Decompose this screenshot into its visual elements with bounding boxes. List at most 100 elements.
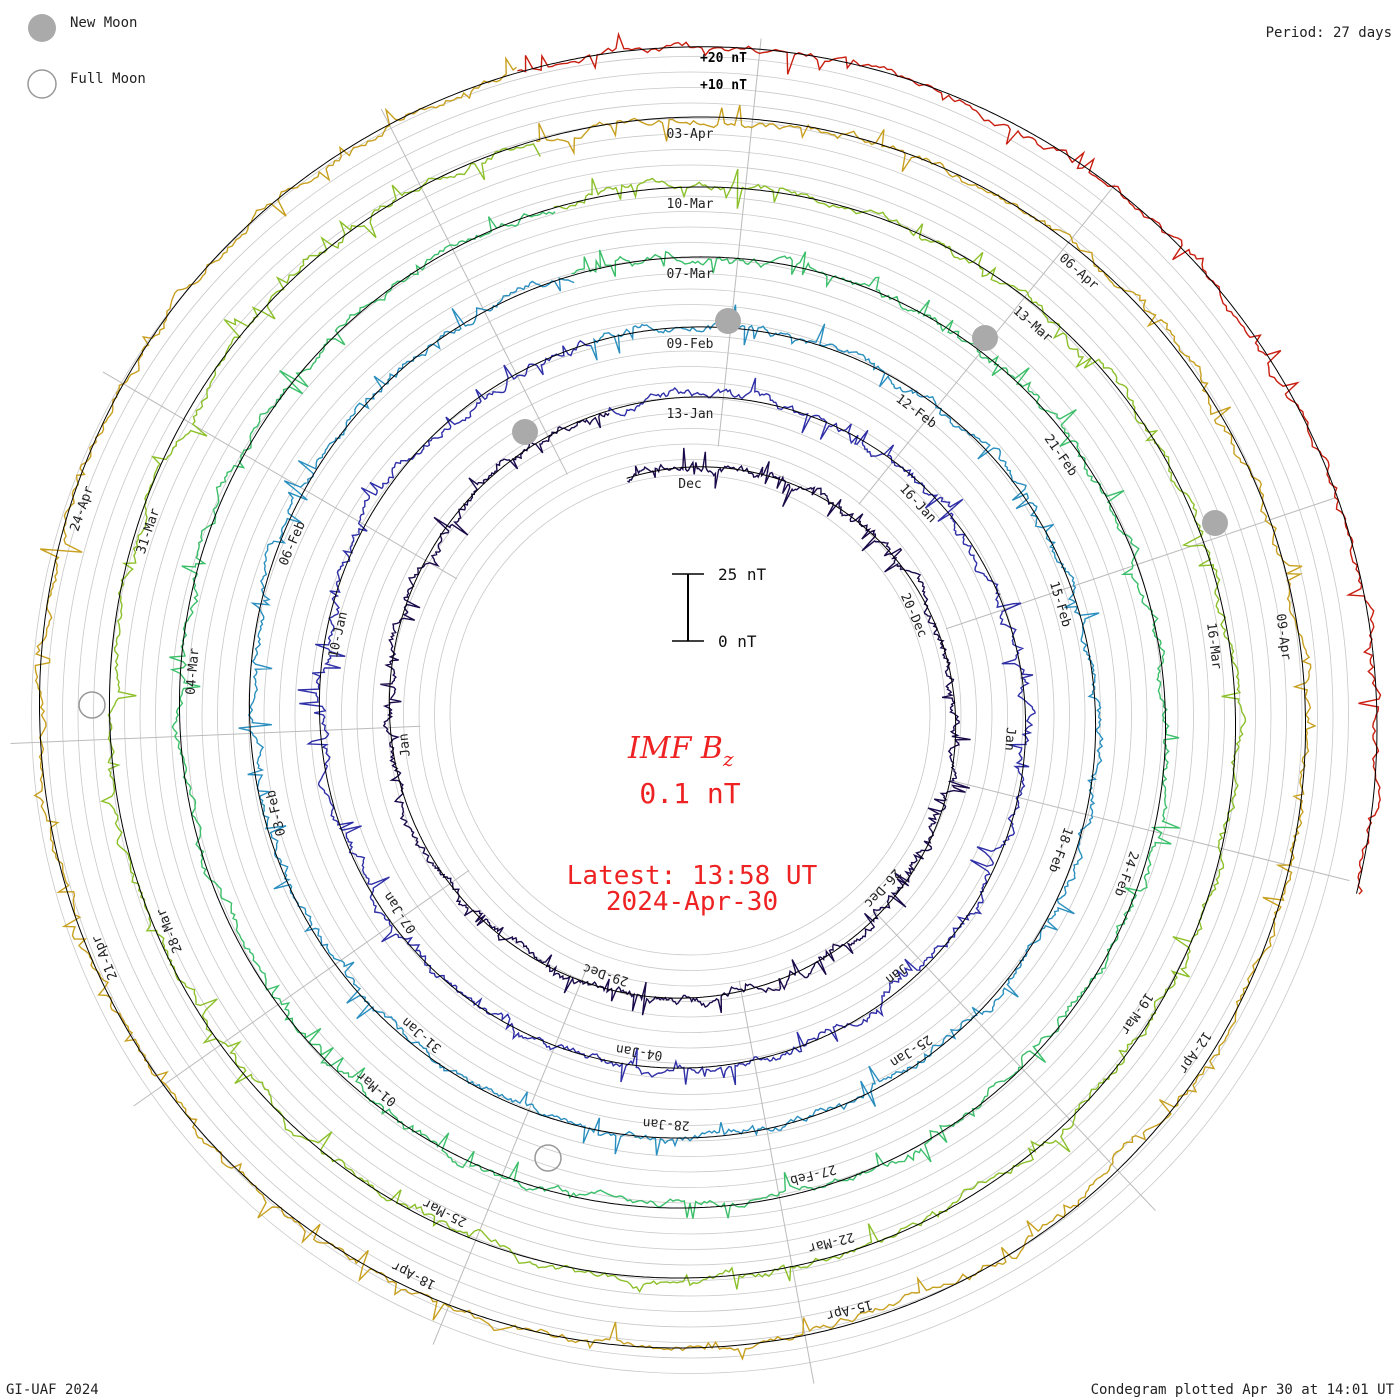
date-label: Dec — [678, 477, 701, 492]
series-baseline — [109, 139, 1236, 1279]
series-baseline — [388, 410, 957, 999]
new-moon-marker — [972, 325, 998, 351]
grid-spoke — [432, 964, 589, 1345]
grid-ring — [31, 56, 1349, 1374]
date-label: 19-Mar — [1117, 990, 1156, 1038]
grid-ring — [418, 443, 962, 987]
date-label: 07-Jan — [381, 889, 420, 936]
grid-spoke — [738, 980, 815, 1384]
grid-ring — [434, 459, 946, 971]
series-baseline — [39, 72, 1306, 1349]
series-trace — [238, 277, 1104, 1156]
grid-ring — [279, 304, 1101, 1126]
grid-spoke — [717, 38, 762, 447]
chart-title: IMF Bz — [627, 731, 734, 771]
date-label: 25-Jan — [887, 1031, 934, 1069]
date-label: 16-Jan — [896, 481, 939, 526]
grid-ring — [170, 195, 1210, 1235]
date-label: 15-Apr — [825, 1296, 874, 1323]
date-label: 31-Mar — [134, 506, 163, 555]
grid-ring — [186, 211, 1194, 1219]
new-moon-marker — [1202, 510, 1228, 536]
scale-bar — [672, 573, 704, 642]
series-baseline — [517, 46, 1378, 894]
grid-ring — [248, 273, 1132, 1157]
series-trace — [380, 412, 971, 1016]
date-label: 28-Mar — [154, 906, 186, 955]
grid-spoke — [10, 725, 421, 744]
new-moon-marker — [715, 308, 741, 334]
grid-spoke — [874, 911, 1156, 1212]
grid-ring — [449, 474, 931, 956]
grid-ring — [403, 428, 977, 1002]
latest-time: Latest: 13:58 UT — [567, 861, 818, 891]
date-label: 25-Mar — [420, 1195, 469, 1229]
grid-spoke — [102, 371, 458, 580]
latest-date: 2024-Apr-30 — [606, 887, 778, 917]
date-label: 06-Apr — [1056, 251, 1101, 293]
grid-ring — [77, 102, 1303, 1328]
offset-label-10: +10 nT — [700, 78, 747, 93]
date-label: Jan — [1001, 727, 1018, 752]
grid-ring — [46, 71, 1334, 1359]
date-label: 24-Apr — [68, 484, 97, 533]
grid-spoke — [380, 108, 568, 475]
grid-spoke — [133, 869, 470, 1107]
grid-ring — [232, 257, 1148, 1173]
period-label: Period: 27 days — [1266, 25, 1392, 41]
series-baseline — [248, 275, 1097, 1139]
grid-ring — [310, 335, 1070, 1095]
date-label: 16-Mar — [1203, 622, 1224, 671]
date-label: 04-Mar — [184, 647, 203, 695]
series-baseline — [179, 207, 1166, 1209]
grid-ring — [325, 350, 1055, 1080]
new-moon-legend-label: New Moon — [70, 15, 137, 31]
series-trace — [33, 55, 1317, 1361]
date-label: 28-Jan — [642, 1115, 690, 1133]
full-moon-icon — [27, 69, 57, 99]
new-moon-icon — [28, 14, 56, 42]
date-label: 10-Mar — [667, 197, 714, 212]
moon-markers — [78, 308, 1228, 1172]
date-label: 07-Mar — [667, 267, 714, 282]
full-moon-legend-label: Full Moon — [70, 71, 146, 87]
scale-bottom-label: 0 nT — [718, 632, 757, 651]
series-trace — [297, 339, 1036, 1086]
series-baseline — [318, 342, 1027, 1069]
date-label: 21-Feb — [1041, 432, 1080, 479]
date-label: 04-Jan — [615, 1041, 664, 1063]
grid-rings — [31, 56, 1349, 1374]
date-label: 06-Feb — [276, 519, 308, 568]
grid-spokes — [10, 38, 1350, 1384]
data-traces — [33, 31, 1382, 1361]
plotted-label: Condegram plotted Apr 30 at 14:01 UT — [1091, 1382, 1395, 1398]
date-label: 09-Feb — [667, 337, 714, 352]
grid-ring — [155, 180, 1225, 1250]
date-label: 26-Dec — [861, 865, 904, 910]
grid-ring — [93, 118, 1287, 1312]
series-trace — [99, 143, 1247, 1293]
date-label: 09-Apr — [1272, 613, 1293, 662]
grid-ring — [356, 381, 1024, 1049]
full-moon-marker — [534, 1144, 562, 1172]
grid-ring — [341, 366, 1039, 1064]
current-value: 0.1 nT — [639, 777, 740, 810]
grid-ring — [294, 319, 1086, 1111]
date-label: 03-Apr — [667, 127, 714, 142]
series-trace — [517, 31, 1382, 895]
scale-top-label: 25 nT — [718, 565, 767, 584]
date-label: Jan — [396, 732, 413, 757]
date-labels: Dec20-Dec26-Dec29-DecJan13-Jan16-JanJanJ… — [68, 127, 1294, 1323]
full-moon-marker — [78, 691, 106, 719]
date-label: 01-Mar — [354, 1067, 400, 1109]
date-label: 31-Jan — [399, 1014, 445, 1056]
zero-baselines — [39, 46, 1378, 1349]
grid-ring — [139, 164, 1241, 1266]
date-label: 20-Dec — [897, 591, 930, 640]
offset-label-20: +20 nT — [700, 51, 747, 66]
grid-ring — [387, 412, 993, 1018]
date-label: 22-Mar — [806, 1229, 855, 1256]
credit-label: GI-UAF 2024 — [6, 1382, 99, 1398]
grid-ring — [124, 149, 1256, 1281]
